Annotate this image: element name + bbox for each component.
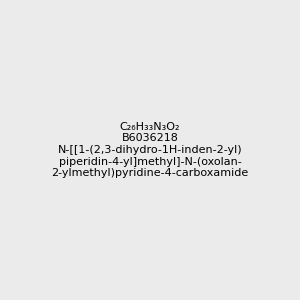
Text: C₂₆H₃₃N₃O₂
B6036218
N-[[1-(2,3-dihydro-1H-inden-2-yl)
piperidin-4-yl]methyl]-N-(: C₂₆H₃₃N₃O₂ B6036218 N-[[1-(2,3-dihydro-1…	[51, 122, 249, 178]
